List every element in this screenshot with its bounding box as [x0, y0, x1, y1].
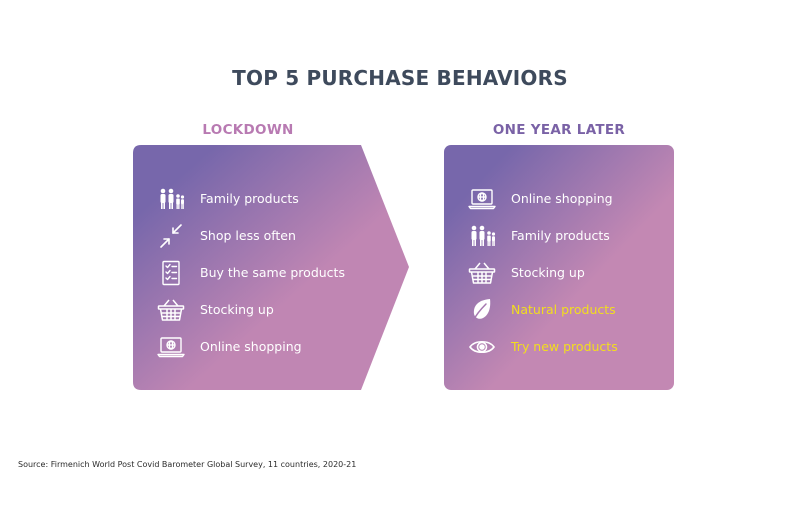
- list-item: Family products: [156, 180, 345, 217]
- one-year-later-panel: [444, 145, 674, 390]
- laptop-globe-icon: [156, 334, 186, 360]
- item-label: Online shopping: [200, 339, 302, 354]
- item-label: Try new products: [511, 339, 618, 354]
- item-label: Shop less often: [200, 228, 296, 243]
- item-label: Stocking up: [200, 302, 274, 317]
- one-year-later-heading: ONE YEAR LATER: [492, 122, 626, 138]
- item-label: Online shopping: [511, 191, 613, 206]
- laptop-globe-icon: [467, 186, 497, 212]
- list-item: Natural products: [467, 291, 618, 328]
- list-item: Stocking up: [156, 291, 345, 328]
- list-item: Shop less often: [156, 217, 345, 254]
- lockdown-panel: [133, 145, 409, 390]
- family-icon: [467, 223, 497, 249]
- item-label: Family products: [511, 228, 610, 243]
- item-label: Natural products: [511, 302, 616, 317]
- item-label: Stocking up: [511, 265, 585, 280]
- list-item: Stocking up: [467, 254, 618, 291]
- item-label: Family products: [200, 191, 299, 206]
- page-title: TOP 5 PURCHASE BEHAVIORS: [232, 66, 568, 90]
- family-icon: [156, 186, 186, 212]
- list-item: Online shopping: [467, 180, 618, 217]
- shrink-arrows-icon: [156, 223, 186, 249]
- leaf-icon: [467, 297, 497, 323]
- basket-icon: [156, 297, 186, 323]
- source-note: Source: Firmenich World Post Covid Barom…: [18, 460, 357, 469]
- list-item: Buy the same products: [156, 254, 345, 291]
- list-item: Family products: [467, 217, 618, 254]
- eye-icon: [467, 334, 497, 360]
- basket-icon: [467, 260, 497, 286]
- list-item: Try new products: [467, 328, 618, 365]
- list-item: Online shopping: [156, 328, 345, 365]
- lockdown-list: Family products Shop less often Buy the …: [156, 180, 345, 365]
- checklist-icon: [156, 260, 186, 286]
- one-year-later-list: Online shopping Family products Stocking…: [467, 180, 618, 365]
- lockdown-heading: LOCKDOWN: [202, 122, 294, 138]
- item-label: Buy the same products: [200, 265, 345, 280]
